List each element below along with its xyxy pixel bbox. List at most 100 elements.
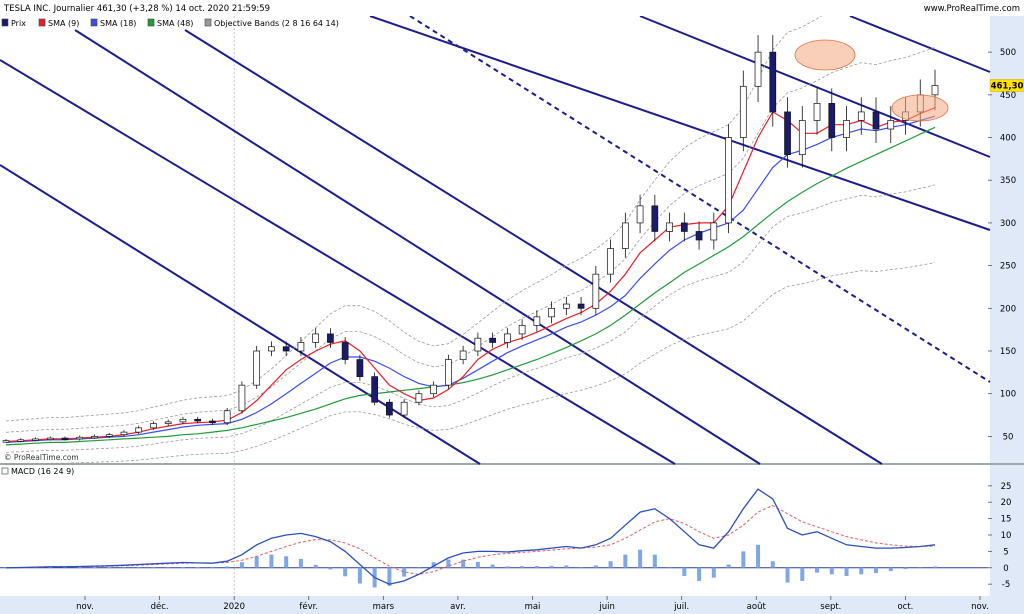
macd-histogram-bar (534, 566, 539, 568)
macd-histogram-bar (505, 566, 510, 568)
legend-swatch-1 (38, 18, 46, 27)
candle (798, 120, 806, 155)
macd-histogram-bar (107, 567, 112, 568)
objective-band-0 (5, 0, 878, 422)
macd-tick-label: 25 (1001, 482, 1012, 492)
price-tick-label: 350 (1000, 176, 1016, 186)
macd-histogram-bar (549, 565, 554, 568)
price-tick-label: 100 (1000, 390, 1016, 400)
legend-label-1: SMA (9) (48, 19, 79, 28)
macd-histogram-bar (741, 551, 746, 568)
macd-histogram-bar (815, 567, 820, 573)
macd-histogram-bar (475, 561, 480, 568)
macd-histogram-bar (195, 567, 200, 569)
moving-average-lines (5, 107, 936, 446)
candle (135, 427, 143, 433)
macd-histogram-bar (623, 554, 628, 568)
legend-label-4: Objective Bands (2 8 16 64 14) (214, 19, 339, 28)
objective-band-1 (5, 47, 936, 433)
sma9-line (5, 107, 936, 443)
time-tick-label: nov. (76, 602, 94, 612)
candle (607, 248, 614, 275)
candle (386, 401, 393, 416)
candle (577, 303, 585, 309)
time-tick-label: juin (598, 602, 615, 612)
macd-histogram-bar (800, 567, 805, 581)
time-tick-label: juil. (673, 602, 689, 612)
macd-histogram-bar (313, 564, 318, 568)
macd-histogram-bar (770, 561, 775, 568)
channel-line-2 (74, 29, 761, 465)
macd-histogram-bar (254, 556, 259, 568)
candle (179, 418, 187, 423)
time-tick-label: nov. (971, 602, 989, 612)
candle (91, 436, 98, 439)
time-tick-label: mai (525, 602, 541, 612)
candle (828, 103, 836, 138)
macd-histogram-bar (520, 566, 525, 568)
candle (725, 137, 732, 224)
channel-dashed-line (409, 15, 991, 383)
macd-legend-label: MACD (16 24 9) (11, 467, 74, 476)
macd-tick-label: 15 (1001, 515, 1012, 525)
candle (459, 350, 467, 360)
candle (872, 111, 880, 130)
time-tick-label: déc. (151, 601, 169, 612)
macd-histogram-bar (918, 567, 923, 569)
candle (887, 120, 895, 130)
axes-layer: 50100150200250300350400450500461,3025201… (76, 48, 1024, 612)
legend-swatch-2 (90, 18, 98, 27)
time-tick-label: août (747, 602, 767, 612)
candle (32, 438, 39, 441)
macd-histogram-bar (62, 567, 67, 569)
candle (253, 350, 261, 386)
objective-band-3 (5, 262, 936, 466)
candle (2, 440, 10, 443)
macd-histogram-bar (756, 544, 761, 568)
macd-histogram-bar (490, 564, 495, 568)
macd-histogram-bar (859, 567, 864, 575)
candle (680, 222, 688, 232)
candle (341, 342, 349, 360)
candle (474, 337, 482, 352)
candle (400, 401, 408, 416)
macd-histogram-bar (829, 567, 834, 575)
macd-histogram-bar (785, 567, 790, 583)
candle (356, 359, 364, 377)
sma48-line (5, 126, 936, 446)
price-tick-label: 400 (1000, 134, 1016, 144)
candle (312, 333, 320, 343)
candle (223, 410, 231, 424)
candle (105, 434, 113, 437)
legend: Prix SMA (9) SMA (18) SMA (48) Objective Ban… (1, 18, 339, 28)
candle (445, 359, 452, 386)
macd-histogram-bar (933, 566, 937, 568)
macd-histogram-bar (239, 562, 244, 568)
candles-layer[interactable] (2, 35, 939, 443)
candle (327, 333, 334, 343)
candle (592, 273, 600, 309)
macd-histogram-bar (697, 567, 702, 581)
last-price-flag (989, 79, 1024, 92)
header-bar (0, 0, 1024, 16)
candle (533, 316, 541, 326)
candle (61, 437, 69, 440)
candle (548, 307, 555, 318)
macd-histogram-bar (225, 566, 230, 568)
candle (297, 342, 305, 352)
macd-histogram-bar (402, 567, 407, 577)
candle (695, 231, 703, 241)
price-tick-label: 50 (1003, 432, 1014, 442)
macd-histogram-bar (166, 567, 171, 568)
channel-line-5 (639, 15, 991, 158)
macd-histogram-bar (638, 549, 643, 568)
candle (46, 437, 54, 440)
candle (17, 439, 25, 442)
candle (268, 346, 275, 352)
macd-histogram-bar (121, 567, 126, 568)
legend-label-2: SMA (18) (100, 19, 136, 28)
macd-legend-swatch (1, 467, 9, 475)
macd-histogram-bar (726, 564, 731, 568)
brand-link[interactable]: www.ProRealTime.com (924, 4, 1020, 14)
